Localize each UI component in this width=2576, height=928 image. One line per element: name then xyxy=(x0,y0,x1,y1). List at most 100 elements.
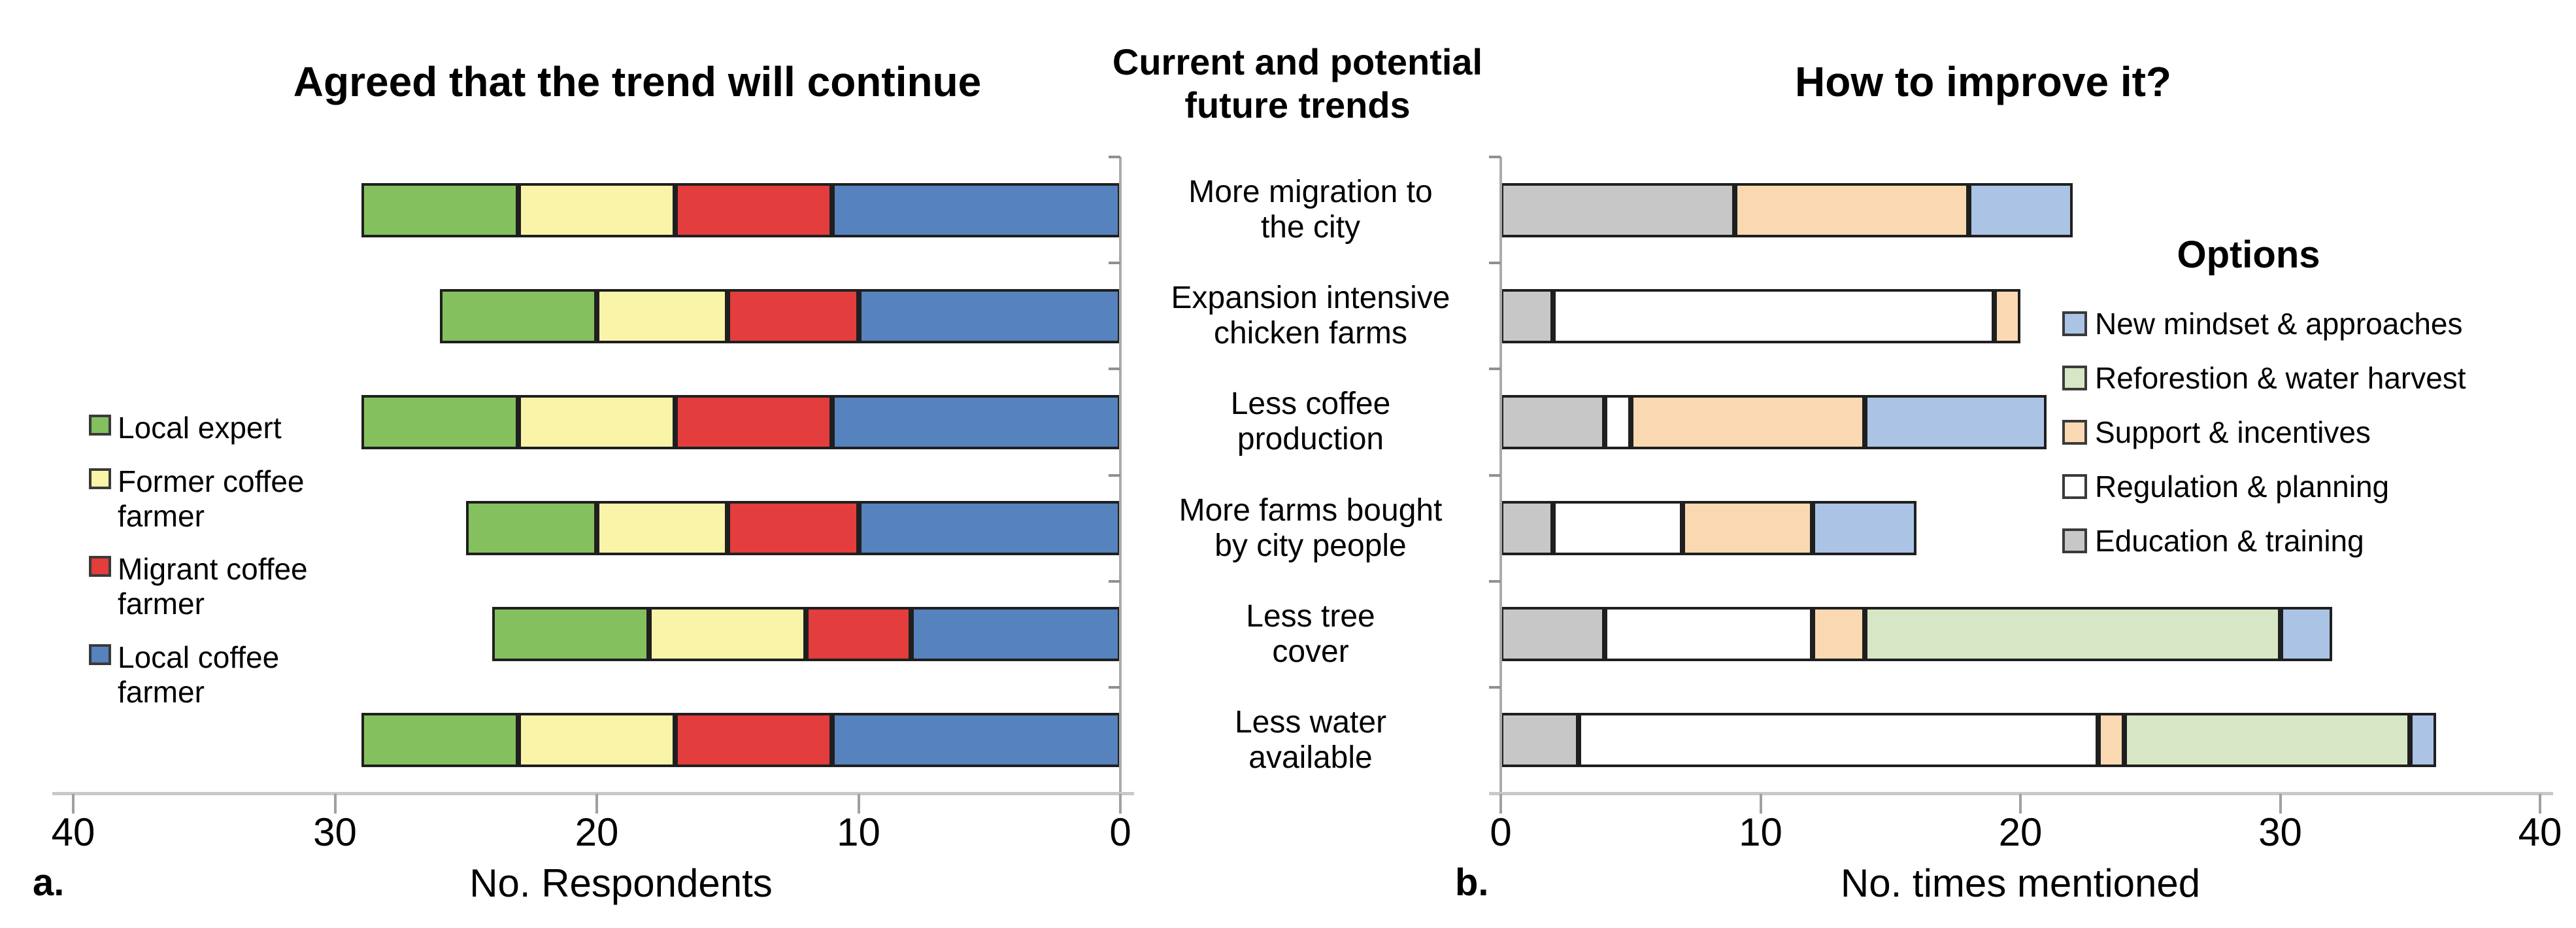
x-tick-label-b-30: 30 xyxy=(2258,810,2302,854)
legend-a-item-migrant-coffee-farmer: Migrant coffee farmer xyxy=(89,552,308,621)
legend-b-swatch-education-training xyxy=(2062,528,2087,553)
chart-b-category-axis-line xyxy=(1499,157,1502,796)
category-label-line: production xyxy=(1237,422,1384,457)
category-label-less-coffee-production: Less coffee production xyxy=(1231,387,1391,457)
bar-segment-b-less-coffee-production-education-training xyxy=(1501,394,1605,449)
legend-b-label: Reforestion & water harvest xyxy=(2095,361,2466,395)
bar-segment-b-more-migration-to-the-city-education-training xyxy=(1501,182,1735,237)
legend-a-swatch-migrant-coffee-farmer xyxy=(89,556,111,577)
bar-segment-b-expansion-intensive-chicken-farms-education-training xyxy=(1501,288,1553,343)
category-tick-a-0 xyxy=(1109,156,1120,158)
bar-segment-a-less-tree-cover-local-coffee-farmer xyxy=(911,607,1120,662)
bar-segment-b-less-tree-cover-education-training xyxy=(1501,607,1605,662)
x-tick-label-a-0: 0 xyxy=(1109,810,1131,854)
legend-a-swatch-former-coffee-farmer xyxy=(89,468,111,489)
bar-a-less-tree-cover xyxy=(492,607,1120,662)
bar-segment-b-more-farms-bought-by-city-people-regulation-planning xyxy=(1552,501,1683,556)
category-label-more-farms-bought-by-city-people: More farms bought by city people xyxy=(1179,493,1443,564)
bar-a-expansion-intensive-chicken-farms xyxy=(439,288,1120,343)
legend-a-item-local-expert: Local expert xyxy=(89,411,282,445)
legend-b-swatch-regulation-planning xyxy=(2062,474,2087,499)
bar-segment-a-more-farms-bought-by-city-people-local-expert xyxy=(465,501,597,556)
bar-b-less-water-available xyxy=(1501,713,2436,768)
bar-segment-a-less-tree-cover-former-coffee-farmer xyxy=(649,607,807,662)
legend-b-item-education-training: Education & training xyxy=(2062,523,2364,559)
category-label-line: cover xyxy=(1272,634,1349,669)
x-tick-label-a-40: 40 xyxy=(51,810,95,854)
x-tick-label-a-30: 30 xyxy=(313,810,357,854)
bar-segment-a-less-water-available-former-coffee-farmer xyxy=(518,713,676,768)
bar-segment-a-more-migration-to-the-city-former-coffee-farmer xyxy=(518,182,676,237)
chart-a-plot-area xyxy=(73,157,1120,793)
bar-segment-a-expansion-intensive-chicken-farms-former-coffee-farmer xyxy=(597,288,728,343)
bar-segment-a-more-migration-to-the-city-migrant-coffee-farmer xyxy=(675,182,833,237)
legend-a-label: Migrant coffee farmer xyxy=(118,552,308,621)
bar-a-more-farms-bought-by-city-people xyxy=(465,501,1120,556)
x-tick-b-30 xyxy=(2279,794,2282,814)
bar-a-less-water-available xyxy=(361,713,1120,768)
bar-segment-b-more-farms-bought-by-city-people-education-training xyxy=(1501,501,1553,556)
category-tick-b-0 xyxy=(1489,156,1501,158)
chart-b-x-axis-line xyxy=(1489,792,2553,795)
chart-a-x-axis-line xyxy=(52,792,1134,795)
bar-segment-b-less-coffee-production-new-mindset-approaches xyxy=(1864,394,2047,449)
bar-segment-a-less-coffee-production-local-coffee-farmer xyxy=(832,394,1120,449)
x-tick-a-10 xyxy=(857,794,860,814)
bar-b-less-coffee-production xyxy=(1501,394,2047,449)
middle-axis-title-line2: future trends xyxy=(1184,84,1411,126)
bar-segment-a-less-coffee-production-former-coffee-farmer xyxy=(518,394,676,449)
legend-b-item-regulation-planning: Regulation & planning xyxy=(2062,469,2389,504)
legend-b-swatch-support-incentives xyxy=(2062,420,2087,445)
bar-b-less-tree-cover xyxy=(1501,607,2332,662)
legend-b-label: Support & incentives xyxy=(2095,415,2371,449)
bar-segment-b-less-coffee-production-support-incentives xyxy=(1630,394,1865,449)
category-tick-a-5 xyxy=(1109,685,1120,689)
x-tick-label-a-10: 10 xyxy=(837,810,880,854)
bar-segment-b-expansion-intensive-chicken-farms-support-incentives xyxy=(1994,288,2020,343)
legend-a-item-local-coffee-farmer: Local coffee farmer xyxy=(89,640,279,710)
category-label-less-water-available: Less water available xyxy=(1235,705,1386,776)
category-tick-a-3 xyxy=(1109,473,1120,477)
x-tick-b-10 xyxy=(1759,794,1762,814)
chart-a-category-axis-line xyxy=(1119,157,1122,796)
category-label-more-migration-to-the-city: More migration to the city xyxy=(1188,175,1432,245)
bar-segment-a-expansion-intensive-chicken-farms-migrant-coffee-farmer xyxy=(728,288,859,343)
bar-segment-b-less-water-available-reforestion-water-harvest xyxy=(2124,713,2411,768)
legend-b-item-support-incentives: Support & incentives xyxy=(2062,415,2371,450)
bar-segment-b-less-tree-cover-reforestion-water-harvest xyxy=(1864,607,2281,662)
category-label-line: the city xyxy=(1260,210,1361,245)
bar-segment-b-less-water-available-support-incentives xyxy=(2098,713,2124,768)
bar-segment-a-less-coffee-production-local-expert xyxy=(361,394,518,449)
legend-a-label: Local coffee farmer xyxy=(118,640,280,709)
middle-axis-title-line1: Current and potential xyxy=(1112,41,1483,82)
x-tick-label-b-20: 20 xyxy=(1998,810,2043,854)
x-tick-a-30 xyxy=(333,794,337,814)
bar-segment-b-less-tree-cover-new-mindset-approaches xyxy=(2280,607,2332,662)
category-label-line: Less tree xyxy=(1246,598,1375,634)
x-tick-b-40 xyxy=(2539,794,2541,814)
chart-b-title: How to improve it? xyxy=(1795,58,2171,105)
bar-segment-a-more-migration-to-the-city-local-expert xyxy=(361,182,518,237)
bar-segment-b-more-farms-bought-by-city-people-support-incentives xyxy=(1682,501,1813,556)
chart-a-title: Agreed that the trend will continue xyxy=(293,58,982,105)
legend-b-item-new-mindset-approaches: New mindset & approaches xyxy=(2062,306,2463,341)
category-tick-b-4 xyxy=(1489,579,1501,583)
x-tick-label-b-40: 40 xyxy=(2518,810,2562,854)
bar-segment-a-less-water-available-local-coffee-farmer xyxy=(832,713,1120,768)
panel-b-label: b. xyxy=(1455,861,1489,904)
legend-a-item-former-coffee-farmer: Former coffee farmer xyxy=(89,464,304,534)
bar-segment-b-expansion-intensive-chicken-farms-regulation-planning xyxy=(1552,288,1995,343)
category-tick-b-5 xyxy=(1489,685,1501,689)
x-tick-label-b-0: 0 xyxy=(1490,810,1512,854)
legend-b-swatch-reforestion-water-harvest xyxy=(2062,366,2087,390)
category-label-line: Less coffee xyxy=(1230,387,1391,422)
legend-b-label: Education & training xyxy=(2095,524,2364,558)
chart-b-legend-title: Options xyxy=(2177,233,2320,276)
category-label-line: More farms bought xyxy=(1179,492,1443,528)
category-label-less-tree-cover: Less tree cover xyxy=(1246,599,1375,670)
bar-segment-b-more-migration-to-the-city-new-mindset-approaches xyxy=(1968,182,2073,237)
bar-segment-a-less-tree-cover-migrant-coffee-farmer xyxy=(806,607,911,662)
bar-segment-b-more-migration-to-the-city-support-incentives xyxy=(1734,182,1969,237)
x-tick-label-b-10: 10 xyxy=(1739,810,1782,854)
